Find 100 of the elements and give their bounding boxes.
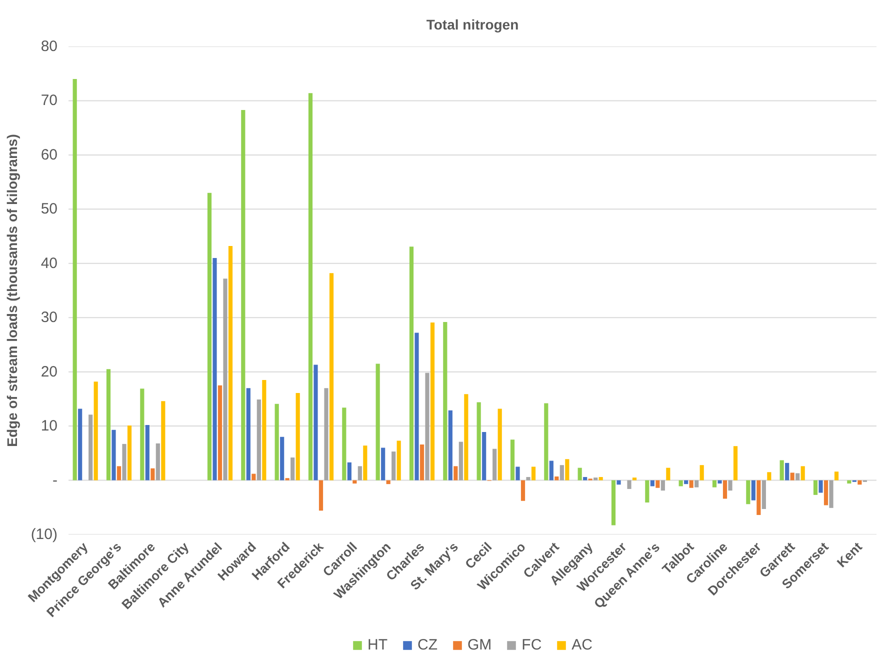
bar [785,462,790,480]
bar [627,480,632,489]
bar [116,466,122,480]
bar [94,382,98,480]
bar [443,322,448,480]
bar [689,480,694,488]
bar [363,446,368,480]
bar [834,472,839,480]
bar [262,380,266,480]
bar [712,480,717,488]
bar [347,462,352,480]
bar [694,480,699,488]
bar [565,459,570,480]
y-tick-label: 10 [40,418,58,435]
bar [847,480,852,484]
bar [544,403,548,480]
bar [800,466,805,480]
bar [645,480,650,503]
bar [274,404,279,480]
y-tick-label: 40 [40,254,58,272]
bar [498,408,502,480]
bar [632,478,637,480]
bar [458,442,463,480]
bar [290,458,295,480]
y-axis-title: Edge of stream loads (thousands of kilograms) [4,134,20,447]
bar [454,466,458,480]
bar [329,273,334,480]
legend-label: FC [522,636,542,654]
bar [78,408,82,480]
bar [476,402,481,480]
y-tick-label: 80 [40,38,58,55]
bar [656,480,660,488]
bar [796,473,800,480]
y-tick-label: - [52,472,58,489]
bar [308,93,313,480]
bar [342,408,346,480]
y-tick-label: 20 [40,363,58,380]
bar [733,446,738,480]
bar [145,424,150,480]
bar [392,452,396,480]
bar [246,388,250,480]
bar [516,466,520,480]
y-tick-label: (10) [30,526,58,543]
bar [746,480,750,504]
bar [594,478,598,480]
legend-label: GM [467,636,492,654]
bar [464,394,468,480]
bar [492,448,497,480]
bar [482,432,486,480]
bar [156,443,160,480]
bar [818,480,823,493]
bar [386,480,390,484]
bar [409,246,414,480]
bar [718,480,722,484]
bar [296,392,300,480]
bar [212,258,217,480]
bar [858,480,862,485]
chart-title: Total nitrogen [426,16,519,32]
bar [228,246,233,480]
bar [756,480,761,515]
bar [381,448,386,480]
bar [780,460,784,480]
legend-label: CZ [417,636,438,654]
bar [722,480,728,499]
bar [650,480,654,486]
bar [88,414,93,480]
bar [127,426,132,480]
y-tick-label: 60 [40,146,58,164]
y-tick-label: 30 [40,309,58,326]
bar [396,440,401,480]
bar [560,465,564,480]
bar [531,466,536,480]
bar [824,480,828,506]
bar [678,480,683,486]
bar [526,477,530,480]
bar [520,480,526,501]
bar [106,369,111,480]
bar [660,480,665,491]
bar [430,322,435,480]
bar [358,466,362,480]
bar [583,477,588,480]
bar [256,399,261,480]
bar [280,436,284,480]
bar [829,480,834,508]
bar [549,460,554,480]
bar [218,385,222,480]
bar [207,192,212,480]
bar [666,468,670,480]
bar [813,480,818,495]
bar [510,440,515,480]
bar [140,388,144,480]
bar [728,480,732,491]
bar [223,278,228,480]
bar [318,480,324,511]
bar [554,476,559,480]
bar [352,480,357,484]
bar [578,468,582,480]
bar [762,480,766,510]
bar [122,444,126,480]
bar [684,480,688,484]
